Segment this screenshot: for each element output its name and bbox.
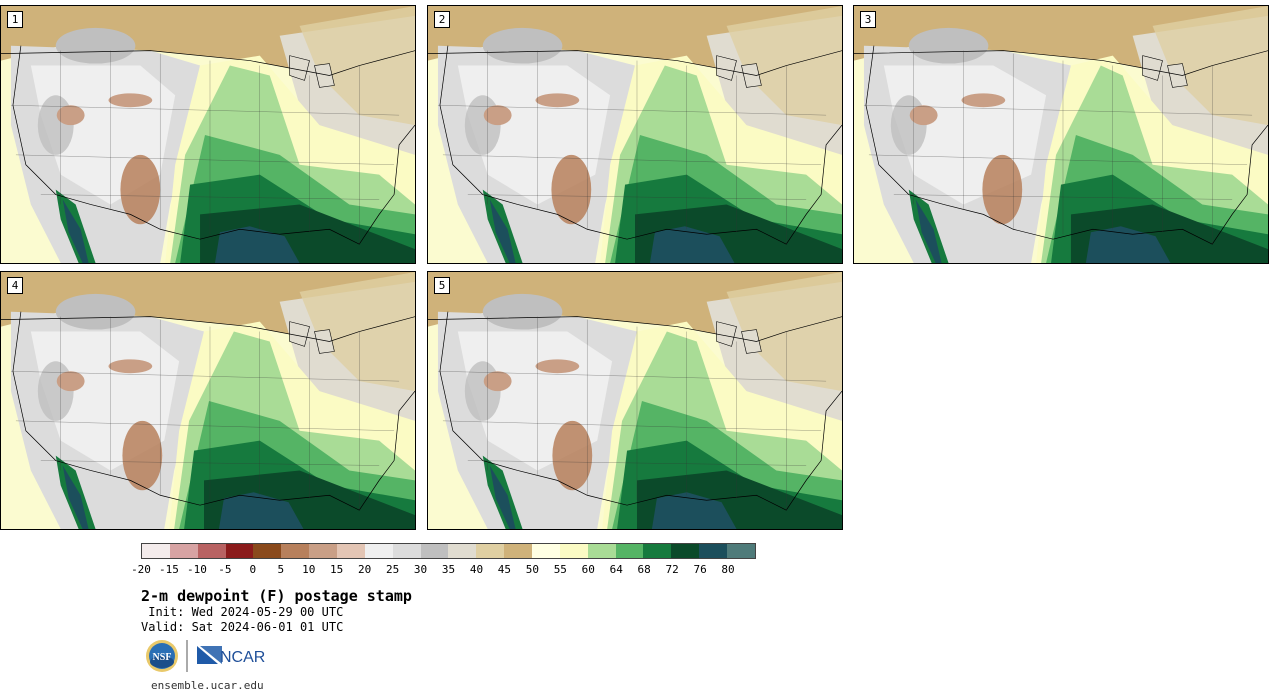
panel-label: 2 (434, 11, 450, 28)
legend-tick-label: 80 (721, 563, 735, 576)
legend-tick-label: 5 (277, 563, 285, 576)
dewpoint-map-5 (428, 272, 842, 529)
legend-swatch (337, 544, 365, 558)
dewpoint-map-1 (1, 6, 415, 263)
legend-tick-label: 50 (525, 563, 539, 576)
legend-tick-label: 10 (302, 563, 316, 576)
nsf-logo-text: NSF (153, 652, 172, 663)
legend-swatch (281, 544, 310, 558)
legend-colorbar (141, 543, 756, 559)
legend-tick-label: 68 (637, 563, 651, 576)
legend-swatch (448, 544, 477, 558)
legend-tick-label: 64 (609, 563, 623, 576)
logos: NSF NCAR (144, 638, 284, 674)
legend-tick-label: 76 (693, 563, 707, 576)
dewpoint-map-3 (854, 6, 1268, 263)
legend-tick-label: 45 (497, 563, 512, 576)
map-panel-5: 5 (427, 271, 843, 530)
legend-tick-label: -10 (186, 563, 207, 576)
legend-swatch (169, 544, 198, 558)
legend-tick-label: 55 (553, 563, 567, 576)
legend-tick-label: -15 (159, 563, 179, 576)
legend-swatch (225, 544, 254, 558)
panel-label: 3 (860, 11, 876, 28)
legend-tick-label: 20 (358, 563, 372, 576)
legend-swatch (699, 544, 728, 558)
legend-swatch (504, 544, 533, 558)
map-panel-3: 3 (853, 5, 1269, 264)
panel-label: 5 (434, 277, 450, 294)
legend-swatch (420, 544, 449, 558)
legend-swatch (364, 544, 393, 558)
ncar-logo-text: NCAR (220, 649, 265, 666)
legend-tick-label: 60 (581, 563, 595, 576)
legend-swatch (643, 544, 672, 558)
legend-swatch (532, 544, 560, 558)
nsf-logo: NSF (146, 640, 178, 672)
legend-swatch (727, 544, 755, 558)
init-time: Init: Wed 2024-05-29 00 UTC (141, 605, 344, 619)
valid-time: Valid: Sat 2024-06-01 01 UTC (141, 620, 344, 634)
dewpoint-map-2 (428, 6, 842, 263)
ncar-logo: NCAR (197, 646, 265, 666)
legend-tick-label: 40 (469, 563, 484, 576)
figure-title: 2-m dewpoint (F) postage stamp (141, 587, 412, 605)
map-panel-2: 2 (427, 5, 843, 264)
dewpoint-map-4 (1, 272, 415, 529)
legend-swatch (587, 544, 616, 558)
legend-tick-label: 25 (385, 563, 400, 576)
legend-tick-label: 72 (665, 563, 679, 576)
website-url: ensemble.ucar.edu (151, 679, 264, 692)
legend-ticks: -20 -15 -10 -5 0 5 10 15 20 25 30 35 40 45 50 55 60 64 68 7… (131, 563, 756, 577)
legend-swatch (615, 544, 644, 558)
legend-tick-label: 35 (441, 563, 456, 576)
legend-swatch (253, 544, 282, 558)
legend-swatch (476, 544, 505, 558)
legend-swatch (142, 544, 170, 558)
legend-tick-label: -5 (218, 563, 232, 576)
map-panel-4: 4 (0, 271, 416, 530)
legend-swatch (559, 544, 588, 558)
legend-swatch (197, 544, 226, 558)
legend-tick-label: 30 (413, 563, 428, 576)
legend-swatch (671, 544, 700, 558)
legend-tick-label: -20 (131, 563, 151, 576)
legend-swatch (309, 544, 338, 558)
panel-label: 1 (7, 11, 23, 28)
legend-tick-label: 0 (249, 563, 257, 576)
legend-tick-label: 15 (330, 563, 344, 576)
legend-swatch (392, 544, 421, 558)
map-panel-1: 1 (0, 5, 416, 264)
panel-label: 4 (7, 277, 23, 294)
